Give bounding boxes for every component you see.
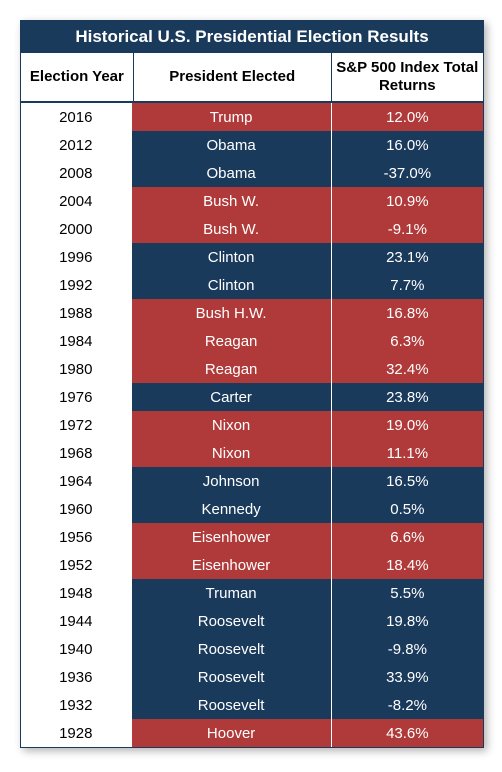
table-row: 1952Eisenhower18.4%	[21, 551, 483, 579]
table-row: 2016Trump12.0%	[21, 103, 483, 131]
cell-president: Carter	[131, 383, 332, 411]
cell-year: 1948	[21, 579, 131, 607]
cell-president: Nixon	[131, 411, 332, 439]
table-row: 1972Nixon19.0%	[21, 411, 483, 439]
cell-president: Bush W.	[131, 187, 332, 215]
cell-president: Roosevelt	[131, 607, 332, 635]
column-header-year: Election Year	[21, 53, 133, 101]
cell-returns: 6.3%	[332, 327, 483, 355]
cell-year: 2008	[21, 159, 131, 187]
table-row: 1988Bush H.W.16.8%	[21, 299, 483, 327]
cell-president: Roosevelt	[131, 635, 332, 663]
table-row: 1944Roosevelt19.8%	[21, 607, 483, 635]
cell-year: 2000	[21, 215, 131, 243]
cell-president: Obama	[131, 131, 332, 159]
table-row: 1964Johnson16.5%	[21, 467, 483, 495]
cell-president: Reagan	[131, 355, 332, 383]
table-header-row: Election Year President Elected S&P 500 …	[21, 53, 483, 103]
cell-returns: 19.8%	[332, 607, 483, 635]
cell-returns: 6.6%	[332, 523, 483, 551]
cell-returns: 12.0%	[332, 103, 483, 131]
cell-president: Hoover	[131, 719, 332, 747]
cell-year: 1984	[21, 327, 131, 355]
cell-returns: 16.8%	[332, 299, 483, 327]
cell-year: 1960	[21, 495, 131, 523]
cell-president: Roosevelt	[131, 663, 332, 691]
table-row: 2012Obama16.0%	[21, 131, 483, 159]
table-row: 1940Roosevelt-9.8%	[21, 635, 483, 663]
cell-returns: 23.1%	[332, 243, 483, 271]
cell-returns: -37.0%	[332, 159, 483, 187]
table-row: 2008Obama-37.0%	[21, 159, 483, 187]
column-header-returns: S&P 500 Index Total Returns	[332, 53, 483, 101]
cell-president: Eisenhower	[131, 551, 332, 579]
cell-president: Truman	[131, 579, 332, 607]
table-title: Historical U.S. Presidential Election Re…	[21, 21, 483, 53]
cell-returns: 32.4%	[332, 355, 483, 383]
cell-returns: 11.1%	[332, 439, 483, 467]
cell-president: Bush H.W.	[131, 299, 332, 327]
cell-year: 1992	[21, 271, 131, 299]
cell-returns: 0.5%	[332, 495, 483, 523]
table-row: 1984Reagan6.3%	[21, 327, 483, 355]
cell-president: Trump	[131, 103, 332, 131]
cell-returns: -8.2%	[332, 691, 483, 719]
cell-year: 2012	[21, 131, 131, 159]
table-row: 1956Eisenhower6.6%	[21, 523, 483, 551]
table-row: 2000Bush W.-9.1%	[21, 215, 483, 243]
cell-year: 1968	[21, 439, 131, 467]
table-row: 1980Reagan32.4%	[21, 355, 483, 383]
cell-year: 1956	[21, 523, 131, 551]
election-results-table: Historical U.S. Presidential Election Re…	[20, 20, 484, 748]
cell-year: 1936	[21, 663, 131, 691]
table-row: 1928Hoover43.6%	[21, 719, 483, 747]
cell-returns: 19.0%	[332, 411, 483, 439]
table-row: 1968Nixon11.1%	[21, 439, 483, 467]
cell-returns: -9.8%	[332, 635, 483, 663]
cell-returns: -9.1%	[332, 215, 483, 243]
cell-president: Eisenhower	[131, 523, 332, 551]
cell-president: Clinton	[131, 271, 332, 299]
cell-president: Nixon	[131, 439, 332, 467]
cell-president: Johnson	[131, 467, 332, 495]
cell-president: Obama	[131, 159, 332, 187]
table-row: 1948Truman5.5%	[21, 579, 483, 607]
cell-year: 1988	[21, 299, 131, 327]
cell-year: 2004	[21, 187, 131, 215]
cell-returns: 18.4%	[332, 551, 483, 579]
table-row: 1976Carter23.8%	[21, 383, 483, 411]
cell-year: 1964	[21, 467, 131, 495]
cell-year: 1940	[21, 635, 131, 663]
cell-returns: 5.5%	[332, 579, 483, 607]
cell-president: Clinton	[131, 243, 332, 271]
cell-returns: 7.7%	[332, 271, 483, 299]
cell-president: Reagan	[131, 327, 332, 355]
cell-year: 1980	[21, 355, 131, 383]
cell-year: 2016	[21, 103, 131, 131]
cell-president: Roosevelt	[131, 691, 332, 719]
cell-year: 1996	[21, 243, 131, 271]
table-row: 2004Bush W.10.9%	[21, 187, 483, 215]
table-row: 1932Roosevelt-8.2%	[21, 691, 483, 719]
cell-returns: 10.9%	[332, 187, 483, 215]
cell-returns: 33.9%	[332, 663, 483, 691]
table-row: 1936Roosevelt33.9%	[21, 663, 483, 691]
cell-returns: 16.0%	[332, 131, 483, 159]
column-header-president: President Elected	[133, 53, 332, 101]
cell-year: 1944	[21, 607, 131, 635]
cell-returns: 43.6%	[332, 719, 483, 747]
cell-returns: 16.5%	[332, 467, 483, 495]
cell-year: 1932	[21, 691, 131, 719]
cell-year: 1928	[21, 719, 131, 747]
table-body: 2016Trump12.0%2012Obama16.0%2008Obama-37…	[21, 103, 483, 747]
cell-president: Kennedy	[131, 495, 332, 523]
cell-year: 1976	[21, 383, 131, 411]
table-row: 1992Clinton7.7%	[21, 271, 483, 299]
cell-year: 1952	[21, 551, 131, 579]
table-row: 1996Clinton23.1%	[21, 243, 483, 271]
cell-president: Bush W.	[131, 215, 332, 243]
cell-year: 1972	[21, 411, 131, 439]
table-row: 1960Kennedy0.5%	[21, 495, 483, 523]
cell-returns: 23.8%	[332, 383, 483, 411]
